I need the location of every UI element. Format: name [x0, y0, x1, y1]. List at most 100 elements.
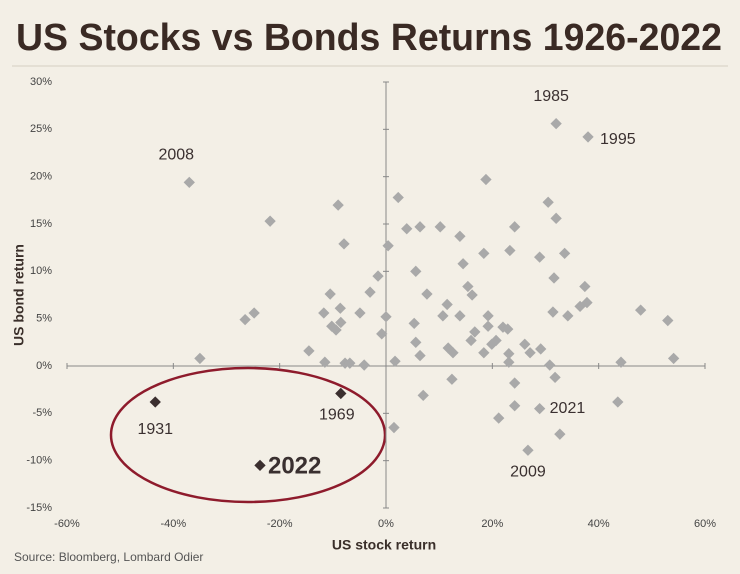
- point: [344, 357, 356, 369]
- y-tick-label: 30%: [30, 76, 52, 88]
- point: [558, 247, 571, 260]
- point: [490, 334, 502, 347]
- point: [519, 338, 531, 350]
- point: [482, 320, 494, 332]
- point: [465, 334, 477, 347]
- point: [330, 324, 342, 336]
- point: [338, 238, 350, 250]
- point: [493, 412, 505, 424]
- point: [581, 296, 593, 309]
- source-note: Source: Bloomberg, Lombard Odier: [14, 550, 203, 564]
- y-tick-label: 0%: [36, 360, 52, 372]
- point: [482, 310, 494, 322]
- point: [410, 336, 422, 348]
- point: [554, 428, 566, 440]
- point: [524, 347, 536, 359]
- point: [480, 173, 492, 186]
- point: [248, 307, 260, 319]
- x-axis-title: US stock return: [332, 537, 436, 553]
- x-tick-label: -60%: [54, 518, 80, 530]
- point: [504, 244, 516, 257]
- point: [579, 280, 591, 293]
- point: [324, 288, 336, 300]
- y-tick-label: 20%: [30, 171, 52, 183]
- point: [408, 317, 420, 330]
- point: [254, 459, 266, 472]
- point: [667, 352, 680, 365]
- point: [533, 402, 546, 415]
- x-tick-label: -40%: [160, 518, 186, 530]
- point: [372, 270, 384, 282]
- point: [662, 314, 674, 327]
- point: [414, 349, 426, 362]
- point: [410, 265, 422, 277]
- point: [441, 298, 453, 311]
- point: [389, 355, 401, 367]
- point: [194, 352, 206, 365]
- point: [392, 191, 404, 204]
- point: [364, 286, 376, 298]
- point: [183, 176, 195, 189]
- point: [332, 199, 344, 211]
- point: [544, 359, 556, 371]
- point-label: 1995: [600, 131, 636, 148]
- point-label: 1985: [533, 88, 569, 105]
- highlight-ellipse: [109, 366, 387, 504]
- point: [319, 356, 331, 368]
- point: [335, 387, 347, 400]
- point: [335, 316, 347, 329]
- point: [303, 345, 315, 357]
- point: [533, 251, 546, 263]
- point-label: 2009: [510, 463, 546, 480]
- y-tick-label: 15%: [30, 218, 52, 230]
- point: [509, 221, 521, 233]
- point: [478, 347, 490, 359]
- point: [615, 356, 627, 368]
- point: [149, 396, 161, 408]
- point: [509, 400, 521, 412]
- point-label: 1969: [319, 407, 355, 424]
- y-axis-title: US bond return: [11, 244, 27, 346]
- y-tick-label: 10%: [30, 265, 52, 277]
- point: [318, 307, 330, 319]
- point: [612, 396, 624, 408]
- y-tick-label: -10%: [26, 455, 52, 467]
- x-tick-label: 60%: [694, 518, 716, 530]
- point: [542, 196, 554, 208]
- point: [549, 371, 561, 384]
- point: [376, 328, 388, 340]
- x-tick-label: 20%: [481, 518, 503, 530]
- point: [469, 326, 481, 338]
- point: [466, 289, 478, 301]
- point: [334, 302, 346, 314]
- point: [550, 212, 562, 224]
- point: [414, 221, 426, 233]
- point: [547, 306, 559, 318]
- point: [434, 221, 446, 233]
- point: [562, 310, 574, 322]
- point-label: 2021: [550, 400, 586, 417]
- y-tick-label: -5%: [32, 407, 52, 419]
- point: [462, 280, 474, 293]
- x-tick-label: -20%: [267, 518, 293, 530]
- point: [582, 131, 594, 143]
- point: [446, 373, 458, 385]
- point-label: 2022: [268, 453, 321, 480]
- point: [239, 313, 251, 326]
- point: [447, 347, 459, 359]
- point: [457, 258, 469, 270]
- point: [478, 247, 490, 260]
- point: [503, 356, 515, 368]
- point-label: 1931: [137, 421, 173, 438]
- point: [421, 288, 433, 300]
- point: [388, 421, 400, 434]
- y-tick-label: -15%: [26, 502, 52, 514]
- y-tick-label: 25%: [30, 123, 52, 135]
- point: [503, 348, 515, 360]
- x-tick-label: 0%: [378, 518, 394, 530]
- x-tick-label: 40%: [588, 518, 610, 530]
- point: [358, 359, 370, 371]
- point: [354, 307, 366, 319]
